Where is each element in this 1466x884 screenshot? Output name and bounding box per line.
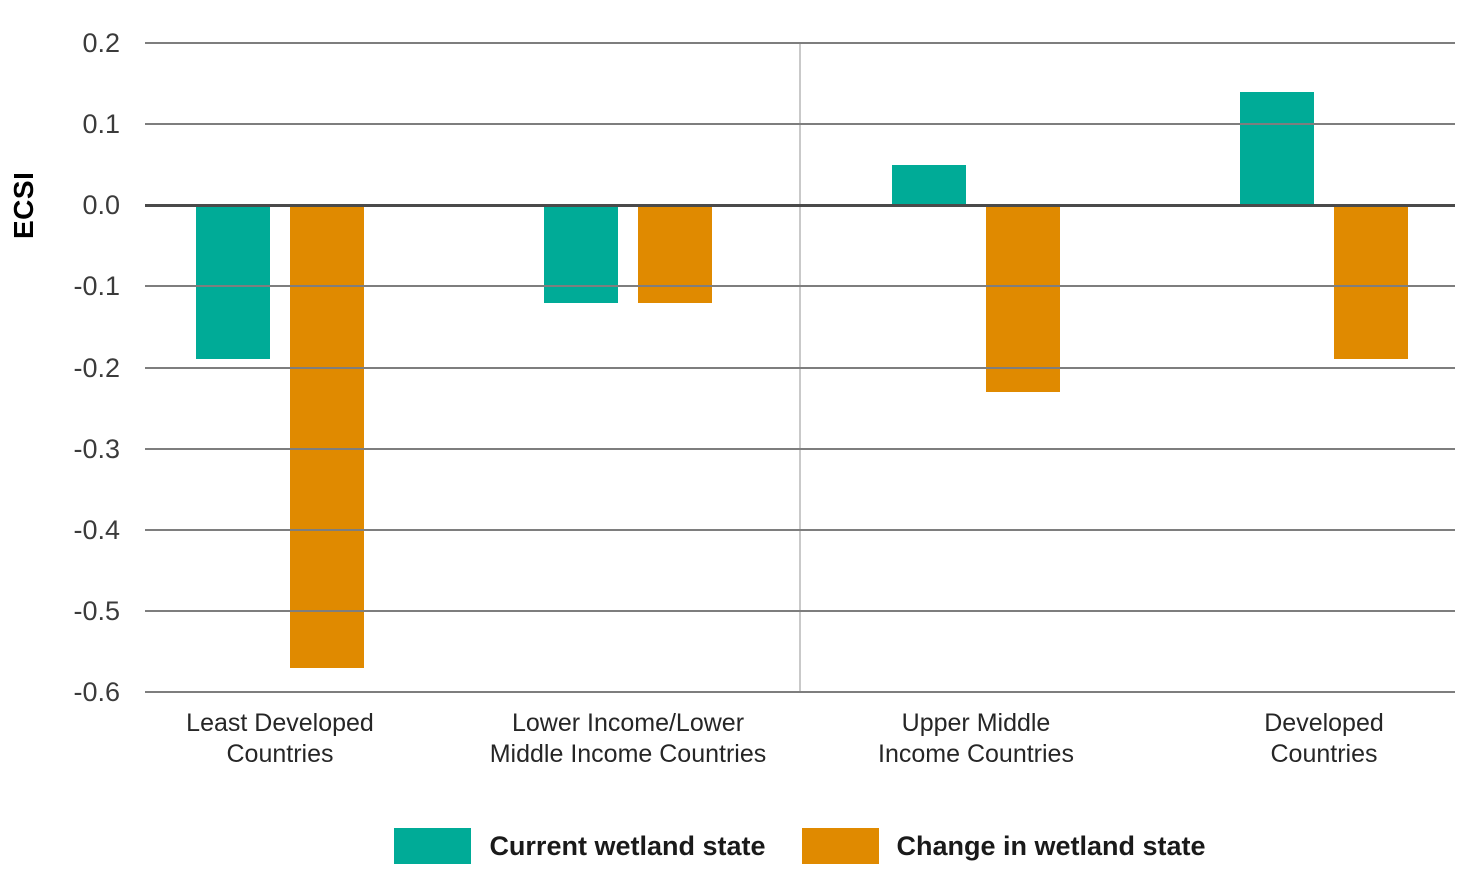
bar-current-group-3 — [892, 164, 966, 206]
legend-swatch-orange — [801, 828, 879, 864]
gridline — [145, 447, 1455, 450]
y-tick-label: 0.1 — [82, 109, 120, 140]
legend-item-current-wetland-state: Current wetland state — [394, 828, 766, 864]
legend-swatch-teal — [394, 828, 472, 864]
bar-change-group-3 — [986, 205, 1060, 392]
plot-area: 0.2 0.1 0.0 -0.1 -0.2 -0.3 -0.4 -0.5 -0.6 — [73, 30, 1455, 706]
zero-axis-line — [145, 203, 1455, 207]
bar-change-group-1 — [290, 205, 364, 668]
legend-label: Current wetland state — [489, 830, 766, 861]
bar-change-group-2 — [638, 205, 712, 303]
y-tick-label: 0.0 — [82, 190, 120, 221]
gridline — [145, 285, 1455, 288]
gridline — [145, 123, 1455, 126]
legend-label: Change in wetland state — [896, 830, 1206, 861]
y-tick-label: -0.1 — [73, 271, 120, 302]
gridline — [145, 366, 1455, 369]
bar-current-group-4 — [1240, 91, 1314, 206]
gridline — [145, 528, 1455, 531]
y-tick-label: 0.2 — [82, 28, 120, 58]
y-tick-label: -0.5 — [73, 595, 120, 626]
y-tick-label: -0.6 — [73, 677, 120, 707]
y-tick-label: -0.3 — [73, 433, 120, 464]
gridline — [145, 691, 1455, 693]
gridline — [145, 42, 1455, 44]
y-tick-label: -0.4 — [73, 514, 120, 545]
y-tick-label: -0.2 — [73, 352, 120, 383]
bar-change-group-4 — [1334, 205, 1408, 360]
gridline — [145, 609, 1455, 612]
x-category-label: Upper Middle Income Countries — [878, 709, 1074, 769]
bar-current-group-2 — [544, 205, 618, 303]
x-category-label: Developed Countries — [1264, 709, 1384, 769]
legend: Current wetland state Change in wetland … — [145, 828, 1455, 864]
bar-current-group-1 — [196, 205, 270, 360]
x-category-label: Least Developed Countries — [186, 709, 374, 769]
x-category-label: Lower Income/Lower Middle Income Countrie… — [489, 709, 767, 769]
legend-item-change-in-wetland-state: Change in wetland state — [801, 828, 1206, 864]
